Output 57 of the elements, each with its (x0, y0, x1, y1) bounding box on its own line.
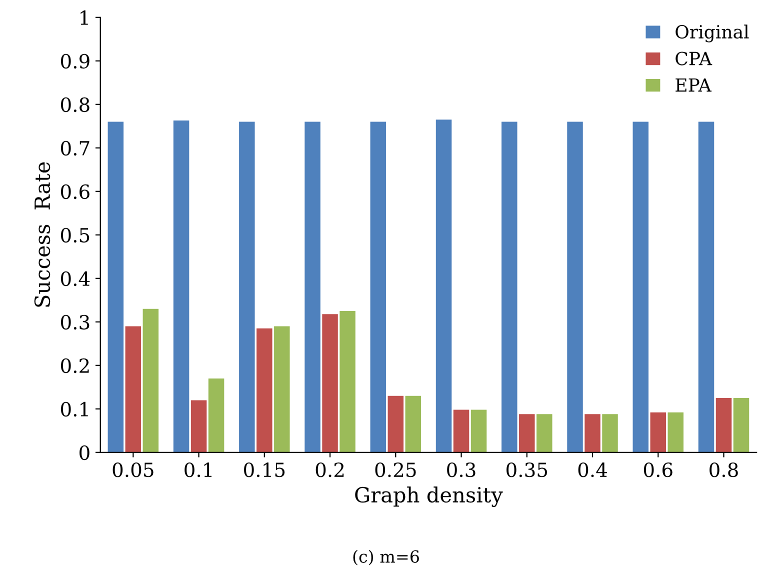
bar (650, 412, 666, 452)
x-tick-label: 0.3 (447, 462, 476, 478)
y-tick-label: 0 (80, 445, 90, 460)
y-tick-label: 0.3 (60, 314, 90, 330)
x-tick-label: 0.1 (184, 462, 212, 478)
bar (173, 120, 190, 452)
y-tick-label: 0.4 (60, 271, 90, 286)
y-tick-label: 0.1 (60, 402, 88, 417)
legend-label: Original (676, 24, 749, 42)
x-tick-label: 0.8 (710, 462, 738, 478)
bar (584, 414, 600, 452)
bar (502, 122, 518, 452)
bar (142, 308, 159, 452)
bar (716, 398, 732, 452)
bar (256, 328, 272, 452)
bar (602, 414, 618, 452)
y-tick-label: 0.5 (60, 228, 90, 243)
bar (208, 378, 224, 452)
x-tick-label: 0.05 (112, 462, 154, 478)
bar (632, 122, 649, 452)
bar (405, 396, 422, 452)
bar (668, 412, 684, 452)
y-tick-label: 0.2 (60, 358, 89, 374)
bar (322, 314, 338, 452)
x-tick-label: 0.2 (316, 462, 344, 478)
x-tick-label: 0.35 (506, 462, 548, 478)
x-tick-label: 0.4 (578, 462, 607, 478)
legend-label: CPA (676, 52, 712, 66)
y-tick-label: 0.9 (60, 54, 90, 69)
x-tick-label: 0.25 (375, 462, 416, 478)
bar (470, 410, 487, 452)
bar (436, 120, 452, 452)
bar (388, 396, 404, 452)
bar (698, 122, 714, 452)
legend-label: EPA (676, 78, 712, 92)
x-axis-title: Graph density (355, 486, 503, 507)
y-tick-label: 0.6 (60, 184, 90, 200)
bar (536, 414, 552, 452)
bar (519, 414, 535, 452)
bar (733, 398, 750, 452)
bar (340, 311, 356, 452)
y-tick-label: 0.8 (60, 97, 90, 112)
bar (125, 326, 142, 452)
bar (304, 122, 320, 452)
bar (453, 410, 470, 452)
bar (567, 122, 583, 452)
y-tick-label: 1 (80, 10, 88, 25)
x-tick-label: 0.15 (244, 462, 285, 478)
y-axis-title: Success Rate (34, 162, 50, 307)
bar (239, 122, 255, 452)
y-tick-label: 0.7 (60, 140, 90, 156)
bar (370, 122, 386, 452)
bar (190, 400, 207, 452)
bar (108, 122, 124, 452)
text: (c) m=6 (353, 550, 419, 566)
bar (274, 326, 290, 452)
x-tick-label: 0.6 (644, 462, 672, 478)
